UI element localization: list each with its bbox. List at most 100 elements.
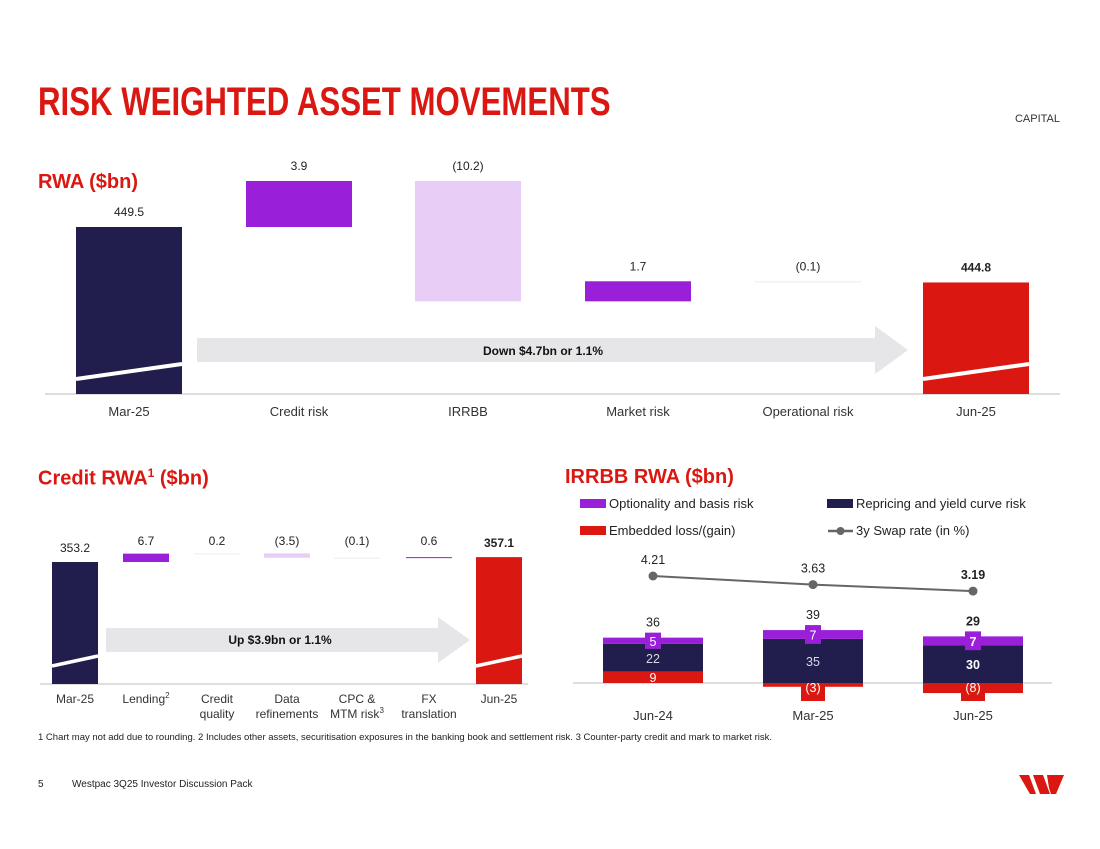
irrbb-swap-point-0 bbox=[648, 571, 658, 581]
irrbb-label-embedded-0: 9 bbox=[650, 671, 657, 685]
irrbb-category-label-1: Mar-25 bbox=[792, 708, 833, 723]
credit-bar-2 bbox=[194, 553, 240, 555]
legend-swatch-embedded bbox=[580, 526, 606, 535]
legend-optionality: Optionality and basis risk bbox=[580, 496, 754, 511]
rwa-bar-1 bbox=[246, 180, 352, 227]
credit-category-label-0: Mar-25 bbox=[56, 692, 94, 706]
document-title: Westpac 3Q25 Investor Discussion Pack bbox=[72, 779, 253, 790]
rwa-bar-2 bbox=[415, 180, 521, 302]
irrbb-label-box-optionality-0 bbox=[645, 632, 661, 649]
irrbb-label-optionality-1: 7 bbox=[810, 628, 817, 642]
credit-value-label-0: 353.2 bbox=[60, 541, 90, 555]
credit-category-label-3-line2: refinements bbox=[256, 707, 319, 721]
irrbb-swap-point-2 bbox=[968, 586, 978, 596]
irrbb-label-optionality-2: 7 bbox=[970, 635, 977, 649]
credit-bar-5 bbox=[406, 557, 452, 559]
page-title: RISK WEIGHTED ASSET MOVEMENTS bbox=[38, 80, 611, 124]
credit-category-footnote-ref-1: 2 bbox=[165, 691, 170, 700]
rwa-bar-4 bbox=[755, 281, 861, 283]
credit-value-label-2: 0.2 bbox=[209, 534, 226, 548]
irrbb-swap-label-0: 4.21 bbox=[641, 553, 665, 567]
irrbb-label-repricing-1: 35 bbox=[806, 655, 820, 669]
irrbb-label-box-optionality-1 bbox=[805, 625, 821, 644]
credit-category-label-5: FX bbox=[421, 692, 436, 706]
credit-value-label-1: 6.7 bbox=[138, 534, 155, 548]
irrbb-swap-point-1 bbox=[808, 580, 818, 590]
rwa-value-label-2: (10.2) bbox=[452, 159, 483, 173]
rwa-category-label-1: Credit risk bbox=[270, 404, 329, 419]
rwa-value-label-5: 444.8 bbox=[961, 260, 991, 274]
credit-bar-4 bbox=[334, 557, 380, 559]
irrbb-swap-label-1: 3.63 bbox=[801, 562, 825, 576]
credit-bar-1 bbox=[123, 553, 169, 562]
credit-value-label-6: 357.1 bbox=[484, 536, 514, 550]
credit-category-footnote-ref-4: 3 bbox=[379, 706, 384, 715]
credit-category-label-4-line2: MTM risk3 bbox=[330, 706, 384, 721]
irrbb-category-label-0: Jun-24 bbox=[633, 708, 673, 723]
legend-label-optionality: Optionality and basis risk bbox=[609, 496, 754, 511]
rwa-value-label-3: 1.7 bbox=[630, 259, 647, 273]
credit-category-label-2-line2: quality bbox=[200, 707, 235, 721]
credit-chart-heading: Credit RWA1 ($bn) bbox=[38, 466, 209, 490]
irrbb-label-box-optionality-2 bbox=[965, 631, 981, 651]
irrbb-total-label-1: 39 bbox=[806, 608, 820, 622]
rwa-category-label-4: Operational risk bbox=[762, 404, 854, 419]
legend-label-swap: 3y Swap rate (in %) bbox=[856, 523, 970, 538]
legend-swatch-optionality bbox=[580, 499, 606, 508]
credit-value-label-3: (3.5) bbox=[275, 534, 300, 548]
section-tag: CAPITAL bbox=[1014, 113, 1060, 125]
irrbb-total-label-2: 29 bbox=[966, 614, 980, 628]
irrbb-total-label-0: 36 bbox=[646, 616, 660, 630]
irrbb-label-optionality-0: 5 bbox=[650, 635, 657, 649]
credit-value-label-5: 0.6 bbox=[421, 534, 438, 548]
credit-value-label-4: (0.1) bbox=[345, 534, 370, 548]
legend-swap: 3y Swap rate (in %) bbox=[827, 523, 969, 538]
rwa-category-label-3: Market risk bbox=[606, 404, 670, 419]
rwa-bar-3 bbox=[585, 281, 691, 302]
irrbb-label-repricing-2: 30 bbox=[966, 658, 980, 672]
credit-heading-footnote-ref: 1 bbox=[147, 466, 155, 480]
credit-category-label-3: Data bbox=[274, 692, 300, 706]
credit-category-label-4: CPC & bbox=[339, 692, 376, 706]
irrbb-label-repricing-0: 22 bbox=[646, 652, 660, 666]
irrbb-chart-heading: IRRBB RWA ($bn) bbox=[565, 466, 734, 488]
legend-label-embedded: Embedded loss/(gain) bbox=[609, 523, 736, 538]
rwa-bar-break-0 bbox=[75, 362, 183, 381]
credit-bar-3 bbox=[264, 553, 310, 558]
irrbb-label-embedded-1: (3) bbox=[805, 681, 820, 695]
legend-swatch-repricing bbox=[827, 499, 853, 508]
rwa-category-label-0: Mar-25 bbox=[108, 404, 149, 419]
credit-summary-arrow bbox=[106, 617, 470, 663]
rwa-category-label-2: IRRBB bbox=[448, 404, 488, 419]
rwa-value-label-0: 449.5 bbox=[114, 205, 144, 219]
rwa-bar-break-5 bbox=[922, 362, 1030, 381]
legend-embedded: Embedded loss/(gain) bbox=[580, 523, 735, 538]
page-number: 5 bbox=[38, 779, 44, 790]
credit-bar-break-6 bbox=[475, 654, 523, 668]
rwa-category-label-5: Jun-25 bbox=[956, 404, 996, 419]
legend-label-repricing: Repricing and yield curve risk bbox=[856, 496, 1026, 511]
rwa-summary-arrow-label: Down $4.7bn or 1.1% bbox=[483, 344, 603, 358]
footnote: 1 Chart may not add due to rounding. 2 I… bbox=[38, 732, 772, 743]
irrbb-label-embedded-2: (8) bbox=[965, 681, 980, 695]
irrbb-category-label-2: Jun-25 bbox=[953, 708, 993, 723]
credit-category-label-2: Credit bbox=[201, 692, 234, 706]
irrbb-bar-repricing-1 bbox=[763, 638, 863, 683]
rwa-value-label-1: 3.9 bbox=[291, 159, 308, 173]
legend-swap-line-icon bbox=[828, 526, 853, 535]
credit-category-label-5-line2: translation bbox=[401, 707, 456, 721]
westpac-logo-icon bbox=[1019, 775, 1064, 794]
legend-repricing: Repricing and yield curve risk bbox=[827, 496, 1026, 511]
rwa-value-label-4: (0.1) bbox=[796, 259, 821, 273]
credit-summary-arrow-label: Up $3.9bn or 1.1% bbox=[228, 633, 332, 647]
irrbb-bar-embedded-0 bbox=[603, 671, 703, 683]
irrbb-swap-label-2: 3.19 bbox=[961, 568, 985, 582]
rwa-chart-heading: RWA ($bn) bbox=[38, 171, 138, 193]
rwa-summary-arrow bbox=[197, 326, 908, 374]
credit-category-label-6: Jun-25 bbox=[481, 692, 518, 706]
irrbb-bar-repricing-2 bbox=[923, 645, 1023, 683]
